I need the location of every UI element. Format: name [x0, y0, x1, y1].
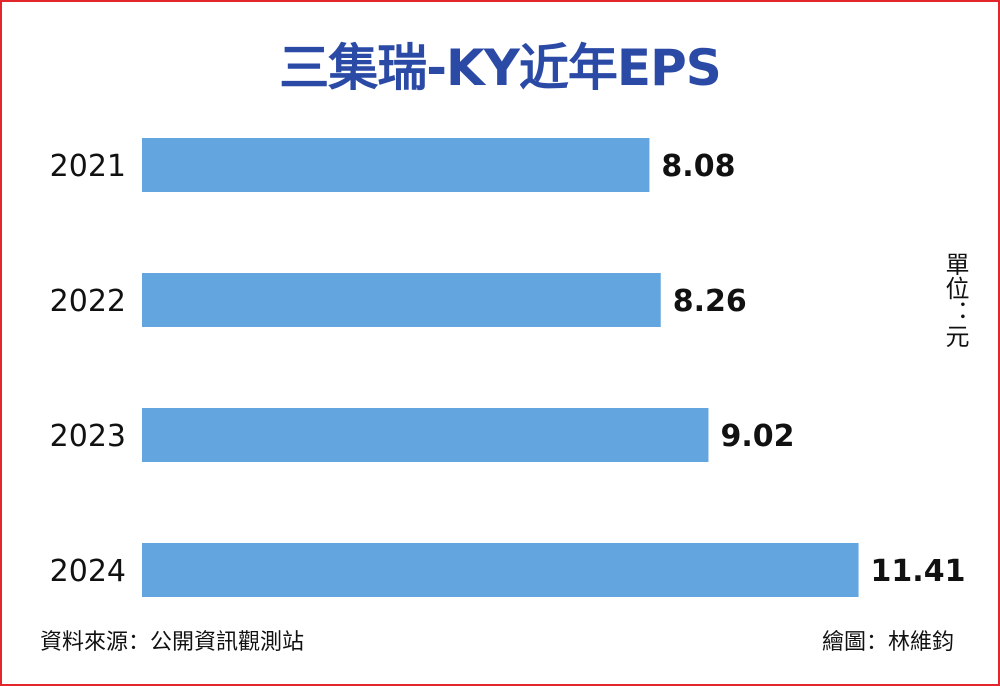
category-label: 2024 — [50, 554, 126, 589]
category-label: 2023 — [50, 419, 126, 454]
chart-title: 三集瑞-KY近年EPS — [279, 39, 722, 97]
data-source: 資料來源：公開資訊觀測站 — [40, 630, 305, 655]
bar-2024 — [142, 543, 859, 597]
bar-2021 — [142, 138, 650, 192]
graphic-credit: 繪圖：林維鈞 — [821, 630, 954, 655]
unit-label: 單位：元 — [941, 252, 969, 348]
value-label: 11.41 — [871, 554, 966, 589]
value-label: 8.26 — [673, 284, 747, 319]
value-label: 8.08 — [661, 149, 735, 184]
category-label: 2022 — [50, 284, 126, 319]
category-label: 2021 — [50, 149, 126, 184]
bar-2023 — [142, 408, 709, 462]
value-label: 9.02 — [720, 419, 794, 454]
bar-2022 — [142, 273, 661, 327]
